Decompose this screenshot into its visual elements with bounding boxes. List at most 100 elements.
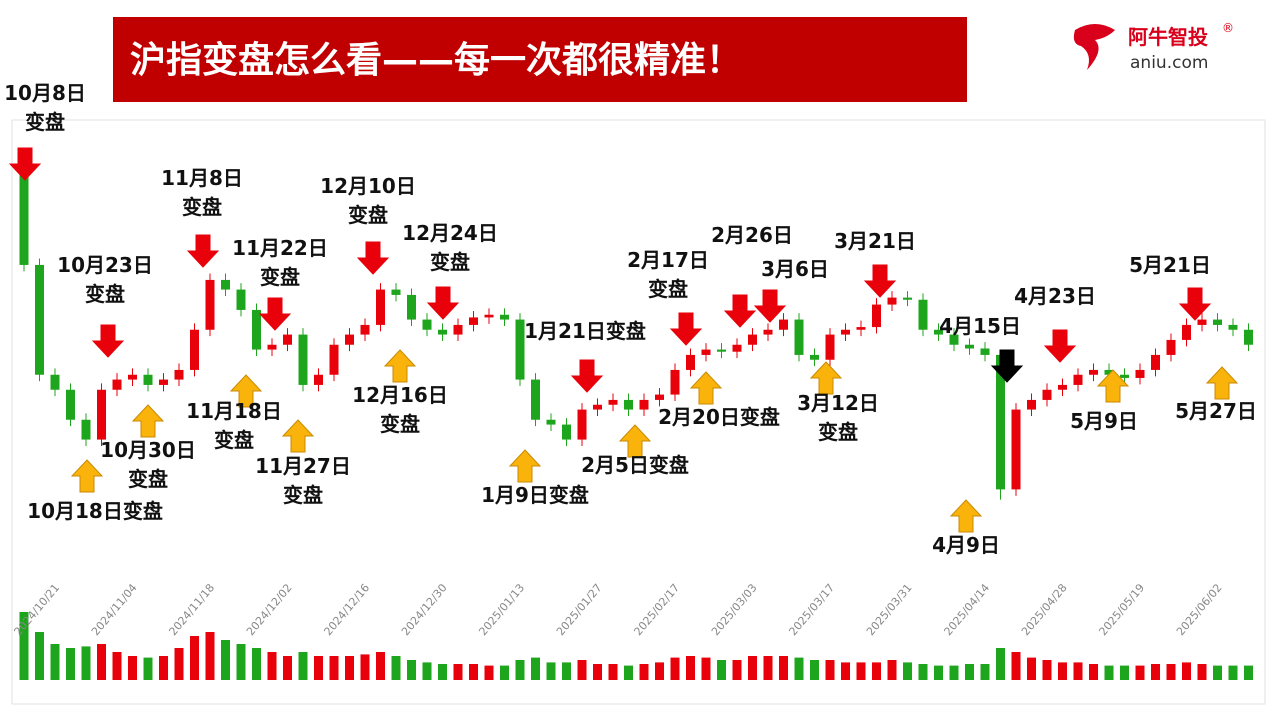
volume-bar bbox=[1213, 665, 1222, 680]
candle-body bbox=[794, 319, 804, 355]
volume-bar bbox=[1244, 665, 1253, 680]
candle-body bbox=[1058, 384, 1067, 390]
volume-bar bbox=[1228, 665, 1238, 680]
candle-body bbox=[562, 424, 571, 440]
candle-body bbox=[1120, 374, 1129, 378]
volume-bar bbox=[345, 656, 354, 680]
candle-body bbox=[701, 349, 711, 355]
arrow bbox=[809, 361, 843, 395]
annotation: 变盘 bbox=[25, 110, 65, 134]
x-tick-label: 2025/05/19 bbox=[1096, 581, 1147, 638]
annotation: 1月21日变盘 bbox=[524, 319, 646, 343]
candle-body bbox=[1182, 324, 1191, 340]
candle-body bbox=[360, 324, 370, 335]
volume-bar bbox=[159, 656, 168, 680]
volume-bar bbox=[624, 665, 633, 680]
candle-body bbox=[159, 379, 168, 385]
volume-bar bbox=[825, 660, 835, 680]
x-tick-label: 2025/01/13 bbox=[476, 581, 527, 638]
volume-bar bbox=[1151, 664, 1160, 680]
annotation: 3月21日 bbox=[834, 229, 916, 253]
volume-bar bbox=[484, 665, 494, 680]
x-tick-label: 2025/06/02 bbox=[1174, 581, 1225, 638]
candle-body bbox=[283, 334, 292, 345]
candle-body bbox=[779, 319, 788, 330]
annotation: 12月10日 bbox=[320, 174, 416, 198]
x-tick-label: 2025/04/28 bbox=[1019, 581, 1070, 638]
volume-bar bbox=[360, 654, 370, 680]
candle-body bbox=[577, 409, 587, 440]
arrow bbox=[131, 404, 165, 438]
annotation: 5月21日 bbox=[1129, 253, 1211, 277]
volume-bar bbox=[112, 652, 122, 680]
arrow bbox=[8, 147, 42, 181]
candle-body bbox=[918, 299, 928, 330]
arrow bbox=[689, 371, 723, 405]
candle-body bbox=[35, 264, 44, 375]
candle-body bbox=[1151, 354, 1160, 370]
x-tick-label: 2025/03/31 bbox=[864, 581, 915, 638]
candle-body bbox=[980, 348, 990, 355]
candle-body bbox=[546, 419, 556, 425]
candle-body bbox=[1073, 374, 1083, 385]
volume-bar bbox=[670, 657, 680, 680]
candle-body bbox=[1135, 369, 1145, 378]
x-tick-label: 2024/12/30 bbox=[399, 581, 450, 638]
volume-bar bbox=[252, 648, 261, 680]
candle-body bbox=[143, 374, 153, 385]
candle-body bbox=[345, 334, 354, 345]
candle-body bbox=[608, 399, 618, 405]
candle-body bbox=[205, 279, 215, 330]
arrow bbox=[570, 359, 604, 393]
arrow bbox=[1178, 287, 1212, 321]
candle-body bbox=[624, 399, 633, 410]
volume-bar bbox=[779, 656, 788, 680]
volume-bar bbox=[221, 640, 230, 680]
annotation: 11月27日 bbox=[255, 454, 351, 478]
candle-body bbox=[1213, 319, 1222, 325]
arrow bbox=[356, 241, 390, 275]
arrow bbox=[508, 449, 542, 483]
volume-bar bbox=[298, 652, 308, 680]
candle-body bbox=[314, 374, 323, 385]
volume-bar bbox=[438, 664, 447, 680]
volume-bar bbox=[407, 660, 416, 680]
annotation: 变盘 bbox=[818, 420, 858, 444]
volume-bar bbox=[1042, 660, 1052, 680]
annotation: 12月24日 bbox=[402, 221, 498, 245]
volume-bar bbox=[748, 656, 757, 680]
logo-icon bbox=[1073, 24, 1115, 70]
logo-name: 阿牛智投 bbox=[1128, 25, 1208, 49]
volume-bar bbox=[841, 662, 850, 680]
annotation: 变盘 bbox=[348, 203, 388, 227]
candle-body bbox=[763, 329, 773, 335]
arrow bbox=[229, 374, 263, 408]
volume-bar bbox=[1120, 665, 1129, 680]
annotation: 变盘 bbox=[430, 250, 470, 274]
x-tick-label: 2025/03/03 bbox=[709, 581, 760, 638]
x-tick-label: 2024/10/21 bbox=[11, 581, 62, 638]
volume-bar bbox=[376, 652, 385, 680]
volume-bar bbox=[562, 662, 571, 680]
annotation: 3月6日 bbox=[761, 257, 829, 281]
candle-body bbox=[748, 334, 757, 345]
volume-bar bbox=[965, 664, 974, 680]
annotation: 11月18日 bbox=[186, 399, 282, 423]
volume-bar bbox=[856, 662, 866, 680]
candle-body bbox=[1228, 324, 1238, 330]
candle-body bbox=[298, 334, 308, 385]
volume-bar bbox=[205, 632, 215, 680]
volume-bar bbox=[980, 664, 990, 680]
volume-bar bbox=[66, 648, 75, 680]
candle-body bbox=[81, 419, 91, 440]
logo-site: aniu.com bbox=[1130, 53, 1208, 73]
candle-body bbox=[1089, 369, 1098, 375]
volume-bar bbox=[903, 662, 912, 680]
volume-bar bbox=[810, 660, 819, 680]
candle-body bbox=[639, 399, 649, 410]
volume-bar bbox=[97, 644, 106, 680]
volume-bar bbox=[19, 612, 29, 680]
annotation: 4月15日 bbox=[939, 314, 1021, 338]
volume-bar bbox=[329, 656, 339, 680]
